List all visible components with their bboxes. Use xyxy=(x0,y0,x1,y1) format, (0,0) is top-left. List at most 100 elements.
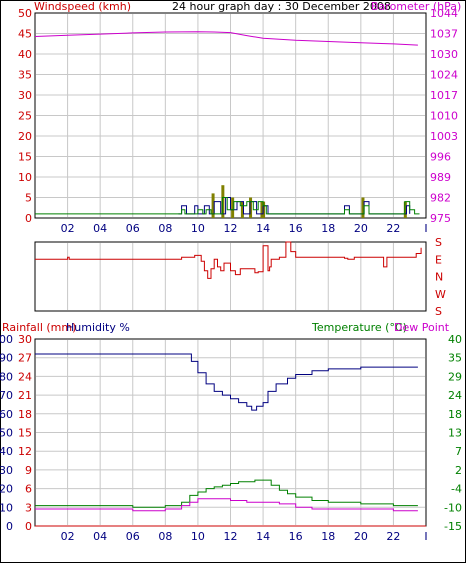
hour-tick-label: 06 xyxy=(126,530,140,543)
wind-gust-bar xyxy=(361,197,365,218)
temperature-tick-label: 40 xyxy=(448,333,462,346)
wind-gust-bar xyxy=(211,193,215,218)
barometer-tick-label: 1017 xyxy=(430,89,458,102)
humidity-tick-label: 0 xyxy=(6,520,13,533)
temperature-axis-title: Temperature (°C) xyxy=(311,321,407,334)
windspeed-tick-label: 50 xyxy=(18,7,32,20)
hour-tick-label: 10 xyxy=(191,222,205,235)
hour-tick-label: 04 xyxy=(93,530,107,543)
humidity-tick-label: 70 xyxy=(0,389,13,402)
hour-tick-label: 20 xyxy=(354,530,368,543)
barometer-tick-label: 1044 xyxy=(430,7,458,20)
humidity-tick-label: 90 xyxy=(0,352,13,365)
barometer-tick-label: 996 xyxy=(430,151,451,164)
barometer-tick-label: 1030 xyxy=(430,48,458,61)
barometer-tick-label: 975 xyxy=(430,212,451,225)
rainfall-tick-label: 0 xyxy=(25,520,32,533)
rainfall-tick-label: 21 xyxy=(18,389,32,402)
direction-tick-label: S xyxy=(435,305,442,318)
windspeed-tick-label: 15 xyxy=(18,151,32,164)
hour-tick-label: 08 xyxy=(158,222,172,235)
hour-tick-label: 14 xyxy=(256,530,270,543)
windspeed-tick-label: 30 xyxy=(18,89,32,102)
humidity-tick-label: 40 xyxy=(0,445,13,458)
hour-tick-label: 22 xyxy=(386,222,400,235)
windspeed-tick-label: 5 xyxy=(25,192,32,205)
barometer-tick-label: 982 xyxy=(430,192,451,205)
humidity-tick-label: 30 xyxy=(0,464,13,477)
barometer-line xyxy=(34,31,418,46)
windspeed-tick-label: 45 xyxy=(18,28,32,41)
barometer-tick-label: 1010 xyxy=(430,110,458,123)
hour-tick-label: 10 xyxy=(191,530,205,543)
hour-tick-label: 22 xyxy=(386,530,400,543)
temperature-tick-label: 18 xyxy=(448,408,462,421)
humidity-axis-title: Humidity % xyxy=(66,321,130,334)
temperature-tick-label: -15 xyxy=(444,520,462,533)
rainfall-tick-label: 3 xyxy=(25,501,32,514)
hour-tick-label: 04 xyxy=(93,222,107,235)
humidity-tick-label: 80 xyxy=(0,370,13,383)
rainfall-axis-title: Rainfall (mm) xyxy=(2,321,76,334)
temperature-tick-label: 35 xyxy=(448,352,462,365)
hour-tick-label: 18 xyxy=(321,530,335,543)
direction-tick-label: W xyxy=(435,288,446,301)
hour-tick-label: 14 xyxy=(256,222,270,235)
dew-point-line xyxy=(35,498,418,512)
windspeed-tick-label: 10 xyxy=(18,171,32,184)
windspeed-axis-title: Windspeed (kmh) xyxy=(34,0,131,13)
temperature-line xyxy=(35,479,418,508)
barometer-axis-title: Barometer (hPa) xyxy=(371,0,461,13)
direction-tick-label: N xyxy=(435,271,443,284)
temperature-tick-label: 2 xyxy=(455,464,462,477)
wind-direction-line xyxy=(35,241,422,279)
windspeed-tick-label: 20 xyxy=(18,130,32,143)
windspeed-tick-label: 25 xyxy=(18,110,32,123)
windspeed-tick-label: 0 xyxy=(25,212,32,225)
wind-gust-bar xyxy=(231,197,235,218)
temperature-tick-label: -4 xyxy=(451,483,462,496)
dewpoint-axis-title: Dew Point xyxy=(394,321,450,334)
barometer-tick-label: 1037 xyxy=(430,28,458,41)
rainfall-tick-label: 15 xyxy=(18,427,32,440)
rainfall-tick-label: 12 xyxy=(18,445,32,458)
wind-average-line xyxy=(35,197,420,215)
windspeed-tick-label: 40 xyxy=(18,48,32,61)
temperature-tick-label: -10 xyxy=(444,501,462,514)
humidity-tick-label: 20 xyxy=(0,483,13,496)
hour-tick-label: 16 xyxy=(289,530,303,543)
chart-title: 24 hour graph day : 30 December 2008 xyxy=(172,0,391,13)
rainfall-tick-label: 9 xyxy=(25,464,32,477)
rainfall-tick-label: 6 xyxy=(25,483,32,496)
humidity-tick-label: 10 xyxy=(0,501,13,514)
hour-tick-label: 20 xyxy=(354,222,368,235)
wind-gust-bar xyxy=(260,201,264,218)
hour-tick-label: 18 xyxy=(321,222,335,235)
humidity-tick-label: 100 xyxy=(0,333,13,346)
hour-tick-label: 02 xyxy=(61,530,75,543)
wind-gust-bar xyxy=(240,201,244,218)
humidity-tick-label: 60 xyxy=(0,408,13,421)
hour-tick-label: I xyxy=(424,222,427,235)
temperature-tick-label: 13 xyxy=(448,427,462,440)
rainfall-tick-label: 24 xyxy=(18,370,32,383)
hour-tick-label: 08 xyxy=(158,530,172,543)
rainfall-tick-label: 18 xyxy=(18,408,32,421)
rainfall-tick-label: 30 xyxy=(18,333,32,346)
wind-gust-bar xyxy=(403,201,407,218)
barometer-tick-label: 989 xyxy=(430,171,451,184)
direction-tick-label: S xyxy=(435,236,442,249)
temperature-tick-label: 24 xyxy=(448,389,462,402)
temperature-tick-label: 29 xyxy=(448,370,462,383)
rainfall-tick-label: 27 xyxy=(18,352,32,365)
barometer-tick-label: 1003 xyxy=(430,130,458,143)
humidity-line xyxy=(35,353,418,411)
hour-tick-label: 06 xyxy=(126,222,140,235)
hour-tick-label: 12 xyxy=(224,222,238,235)
barometer-tick-label: 1024 xyxy=(430,69,458,82)
windspeed-tick-label: 35 xyxy=(18,69,32,82)
humidity-tick-label: 50 xyxy=(0,427,13,440)
wind-gust-bar xyxy=(249,197,253,218)
temperature-tick-label: 7 xyxy=(455,445,462,458)
